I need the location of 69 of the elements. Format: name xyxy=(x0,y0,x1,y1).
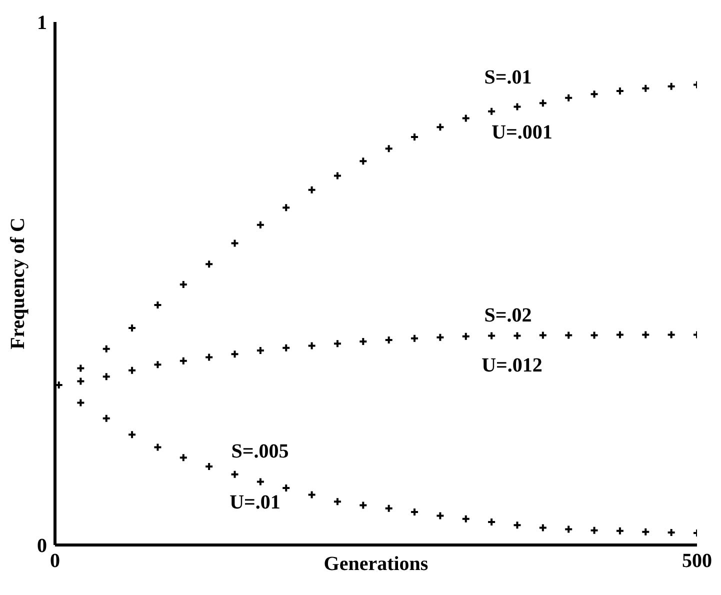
point xyxy=(384,144,394,154)
point xyxy=(178,356,188,366)
point xyxy=(358,156,368,166)
point xyxy=(102,414,111,423)
point xyxy=(128,430,137,440)
point xyxy=(76,398,86,408)
point xyxy=(256,477,265,486)
point xyxy=(102,344,111,354)
point xyxy=(410,334,420,343)
annotation: U=.001 xyxy=(492,122,552,144)
point xyxy=(564,93,574,102)
point xyxy=(512,331,522,340)
point xyxy=(487,331,496,340)
point xyxy=(307,341,316,350)
point xyxy=(564,524,574,534)
point xyxy=(384,504,394,513)
point xyxy=(590,330,599,340)
annotation: U=.012 xyxy=(482,354,542,378)
point xyxy=(282,203,291,212)
y-tick-label: 1 xyxy=(37,12,47,34)
point xyxy=(461,332,470,341)
x-tick-label: 500 xyxy=(682,550,712,572)
point xyxy=(76,364,86,373)
point xyxy=(436,332,445,342)
point xyxy=(102,372,111,382)
point xyxy=(332,171,342,180)
point xyxy=(153,360,162,370)
point xyxy=(332,339,342,348)
point xyxy=(76,376,86,386)
point xyxy=(332,497,342,506)
point xyxy=(615,330,624,340)
point xyxy=(436,511,445,520)
y-axis-title: Frequency of C xyxy=(7,218,30,350)
point xyxy=(204,260,214,269)
point xyxy=(590,526,599,535)
point xyxy=(666,82,676,91)
x-axis-title: Generations xyxy=(324,553,428,575)
annotation: U=.01 xyxy=(230,492,280,514)
point xyxy=(178,453,188,462)
point xyxy=(487,106,496,116)
point xyxy=(512,520,522,530)
point xyxy=(204,352,214,362)
point xyxy=(538,523,548,532)
annotation: S=.01 xyxy=(484,66,532,90)
annotation: S=.005 xyxy=(231,440,289,464)
annotation: S=.02 xyxy=(484,304,532,328)
point xyxy=(461,514,470,524)
point xyxy=(461,114,470,123)
point xyxy=(230,238,240,248)
point xyxy=(641,330,650,340)
point xyxy=(153,442,162,452)
point xyxy=(358,500,368,510)
point xyxy=(615,526,624,536)
point xyxy=(307,185,316,194)
point xyxy=(564,330,574,340)
point xyxy=(230,470,240,479)
point xyxy=(128,366,137,375)
point xyxy=(538,330,548,340)
point xyxy=(436,122,445,132)
point xyxy=(641,527,650,536)
point xyxy=(538,98,548,108)
point xyxy=(230,350,240,359)
point xyxy=(282,343,291,352)
point xyxy=(256,220,265,230)
point xyxy=(590,90,599,99)
point xyxy=(641,84,650,93)
point xyxy=(666,330,676,340)
point xyxy=(307,490,316,500)
point xyxy=(512,102,522,112)
